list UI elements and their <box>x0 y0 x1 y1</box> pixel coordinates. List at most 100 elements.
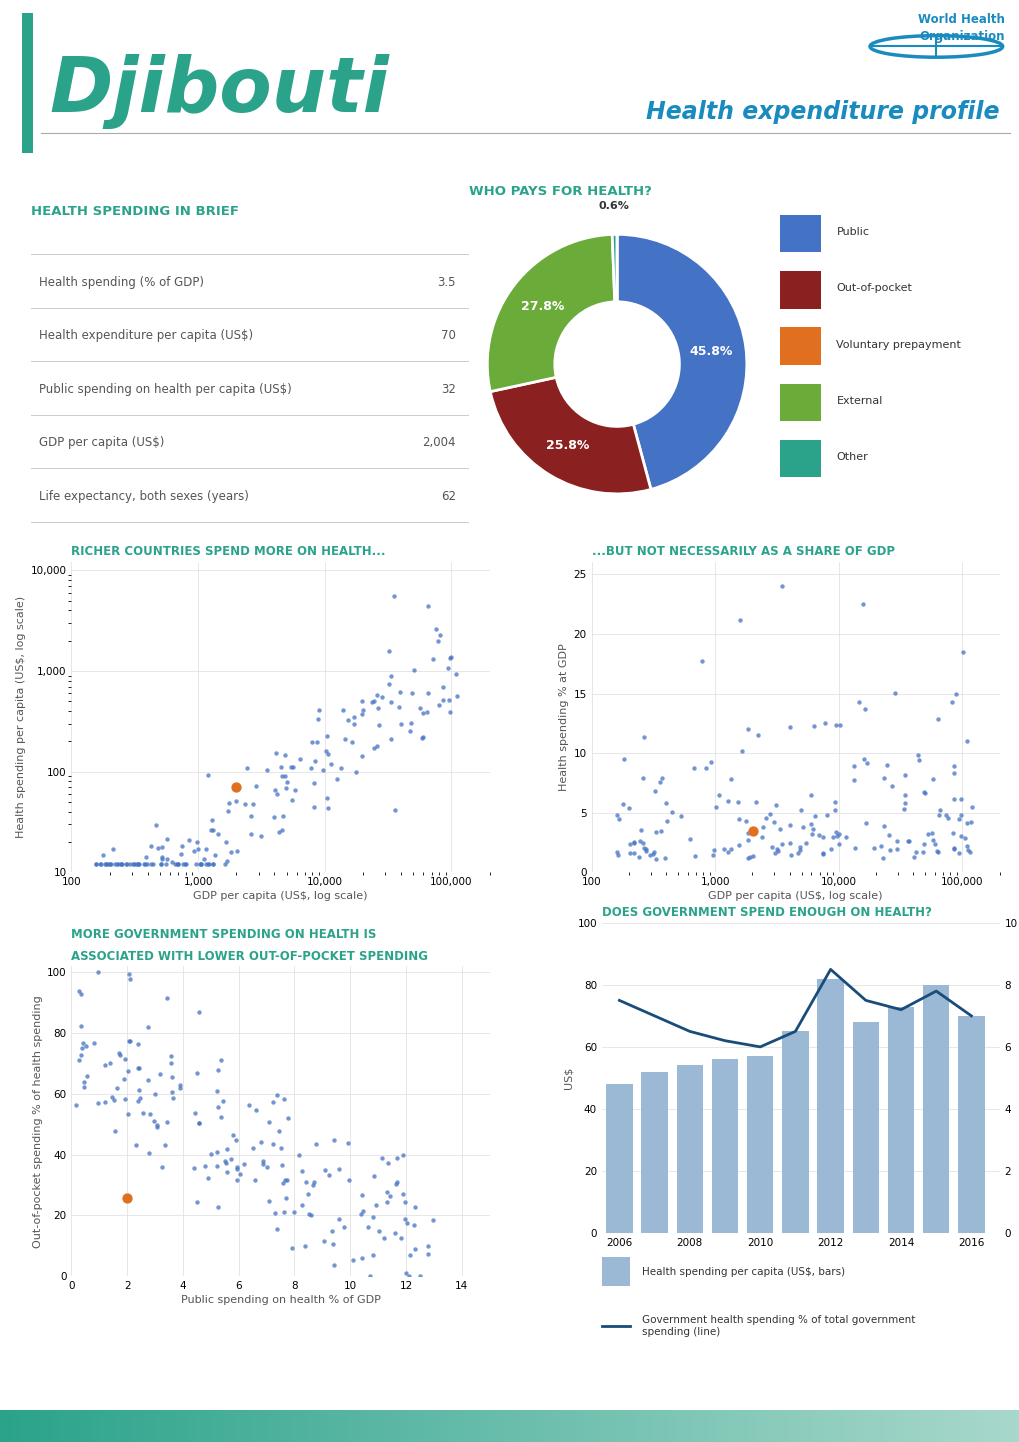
Point <box>810 823 826 846</box>
Point <box>267 1201 283 1224</box>
Point <box>420 1234 436 1257</box>
Point <box>72 1015 89 1038</box>
Point <box>838 826 854 849</box>
Bar <box>816 979 843 1233</box>
Point <box>273 819 289 842</box>
Point <box>340 1132 357 1155</box>
Text: 62: 62 <box>440 490 455 503</box>
Point <box>79 1064 96 1087</box>
Point <box>827 825 844 848</box>
Point <box>364 1206 380 1229</box>
Point <box>398 1211 415 1234</box>
Point <box>169 852 185 875</box>
Point <box>772 575 789 598</box>
Point <box>855 747 871 770</box>
Bar <box>711 1060 738 1233</box>
Point <box>129 852 146 875</box>
Point <box>846 754 862 777</box>
Point <box>647 820 663 844</box>
Point <box>103 852 119 875</box>
Point <box>621 832 637 855</box>
Point <box>382 727 398 750</box>
Point <box>330 1208 346 1231</box>
Point <box>129 852 146 875</box>
Point <box>754 816 770 839</box>
Point <box>108 1077 124 1100</box>
Point <box>382 691 398 714</box>
Point <box>772 832 789 855</box>
Point <box>806 805 822 828</box>
Point <box>644 842 660 865</box>
Bar <box>852 1022 878 1233</box>
Point <box>118 852 135 875</box>
Point <box>162 1051 178 1074</box>
Point <box>290 1144 307 1167</box>
Point <box>365 689 381 712</box>
Point <box>97 1090 113 1113</box>
Text: Out-of-pocket: Out-of-pocket <box>836 284 911 293</box>
Point <box>130 1057 147 1080</box>
Point <box>782 832 798 855</box>
Text: ASSOCIATED WITH LOWER OUT-OF-POCKET SPENDING: ASSOCIATED WITH LOWER OUT-OF-POCKET SPEN… <box>71 950 428 963</box>
Point <box>93 852 109 875</box>
Point <box>946 836 962 859</box>
Point <box>765 810 782 833</box>
Point <box>119 1058 136 1082</box>
Point <box>162 1045 178 1069</box>
Point <box>693 649 709 672</box>
Text: HEALTH SPENDING IN BRIEF: HEALTH SPENDING IN BRIEF <box>31 205 238 218</box>
Point <box>210 1058 226 1082</box>
Point <box>816 712 833 735</box>
Point <box>354 1246 370 1269</box>
Point <box>635 725 651 748</box>
Point <box>142 1103 158 1126</box>
Point <box>374 685 390 708</box>
Wedge shape <box>490 378 650 493</box>
Point <box>394 1182 411 1206</box>
Point <box>228 839 245 862</box>
Point <box>271 1119 287 1142</box>
Point <box>163 1080 179 1103</box>
Point <box>189 831 205 854</box>
Point <box>196 848 212 871</box>
Point <box>130 1032 147 1056</box>
Point <box>215 1090 231 1113</box>
Point <box>953 803 969 826</box>
Point <box>121 1030 138 1053</box>
Point <box>180 828 197 851</box>
Point <box>931 799 948 822</box>
Point <box>373 1146 389 1169</box>
Point <box>767 793 784 816</box>
Point <box>415 701 431 724</box>
Point <box>709 783 726 806</box>
Point <box>345 705 362 728</box>
Point <box>331 1158 347 1181</box>
Text: Public spending on health per capita (US$): Public spending on health per capita (US… <box>40 382 291 395</box>
Point <box>761 802 777 825</box>
Point <box>415 725 431 748</box>
Point <box>232 1162 249 1185</box>
Point <box>276 764 292 787</box>
Point <box>305 1174 321 1197</box>
Point <box>854 593 870 616</box>
Point <box>200 852 216 875</box>
Point <box>738 809 754 832</box>
Point <box>441 646 458 669</box>
Point <box>353 744 369 767</box>
Point <box>198 838 214 861</box>
Point <box>936 803 953 826</box>
Point <box>741 846 757 870</box>
Text: Health expenditure per capita (US$): Health expenditure per capita (US$) <box>40 329 254 342</box>
Point <box>733 738 749 761</box>
Point <box>303 1203 319 1226</box>
Point <box>253 825 269 848</box>
Point <box>113 852 129 875</box>
Point <box>309 731 325 754</box>
Point <box>285 1200 302 1223</box>
Point <box>424 647 440 671</box>
Point <box>343 730 360 753</box>
Text: 25.8%: 25.8% <box>545 438 589 451</box>
Point <box>261 1110 277 1133</box>
Point <box>255 1154 271 1177</box>
Point <box>403 712 419 735</box>
